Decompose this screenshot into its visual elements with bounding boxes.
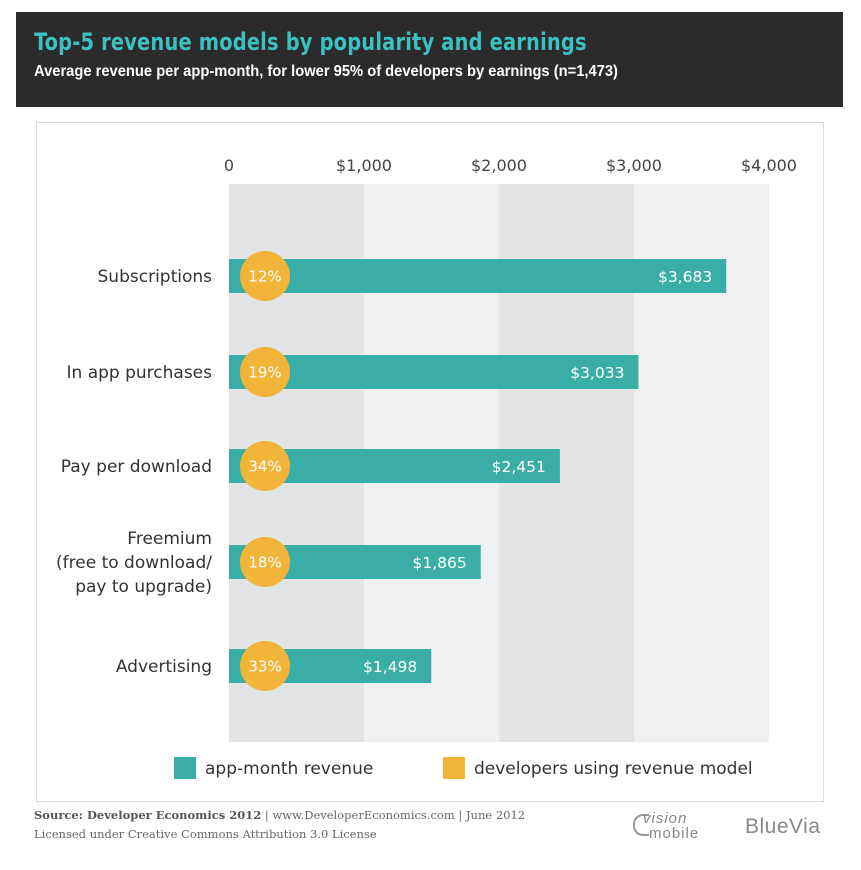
legend-label-developers: developers using revenue model (474, 759, 753, 779)
revenue-bar (229, 259, 727, 293)
x-tick-label: $1,000 (336, 156, 392, 175)
license-note: Licensed under Creative Commons Attribut… (34, 827, 377, 841)
category-label: In app purchases (67, 363, 213, 383)
developer-share-label: 19% (248, 364, 281, 382)
source-label: Source: Developer Economics 2012 (34, 808, 262, 822)
chart-title: Top-5 revenue models by popularity and e… (34, 28, 587, 56)
developer-share-circle (240, 537, 290, 587)
revenue-value-label: $3,033 (570, 364, 624, 382)
x-tick-label: $2,000 (471, 156, 527, 175)
developer-share-label: 33% (248, 658, 281, 676)
category-label: Advertising (116, 657, 212, 677)
category-label: Subscriptions (98, 267, 213, 287)
category-label: Freemium (127, 529, 212, 549)
revenue-value-label: $1,498 (363, 658, 417, 676)
header-zigzag-edge (16, 95, 843, 107)
revenue-value-label: $2,451 (492, 458, 546, 476)
bluevia-logo: BlueVia (745, 815, 821, 838)
x-tick-label: $4,000 (741, 156, 797, 175)
header-banner (16, 12, 843, 107)
developer-share-circle (240, 641, 290, 691)
revenue-value-label: $3,683 (658, 268, 712, 286)
legend-swatch-revenue (174, 757, 196, 779)
visionmobile-logo-arc (633, 814, 649, 836)
developer-share-circle (240, 441, 290, 491)
developer-share-label: 34% (248, 458, 281, 476)
category-label: Pay per download (61, 457, 212, 477)
visionmobile-logo-line1: vision (643, 810, 688, 827)
revenue-bar (229, 355, 639, 389)
developer-share-label: 18% (248, 554, 281, 572)
x-tick-label: $3,000 (606, 156, 662, 175)
developer-share-circle (240, 251, 290, 301)
category-label: pay to upgrade) (75, 577, 212, 597)
x-tick-label: 0 (224, 156, 234, 175)
legend-swatch-developers (443, 757, 465, 779)
source-details: | www.DeveloperEconomics.com | June 2012 (261, 808, 526, 822)
chart-subtitle: Average revenue per app-month, for lower… (34, 63, 618, 80)
category-label: (free to download/ (56, 553, 212, 573)
revenue-value-label: $1,865 (413, 554, 467, 572)
visionmobile-logo-line2: mobile (649, 825, 700, 842)
source-note: Source: Developer Economics 2012 | www.D… (34, 808, 525, 822)
developer-share-circle (240, 347, 290, 397)
developer-share-label: 12% (248, 268, 281, 286)
legend-label-revenue: app-month revenue (205, 759, 373, 779)
visionmobile-logo: vision mobile (633, 810, 723, 846)
